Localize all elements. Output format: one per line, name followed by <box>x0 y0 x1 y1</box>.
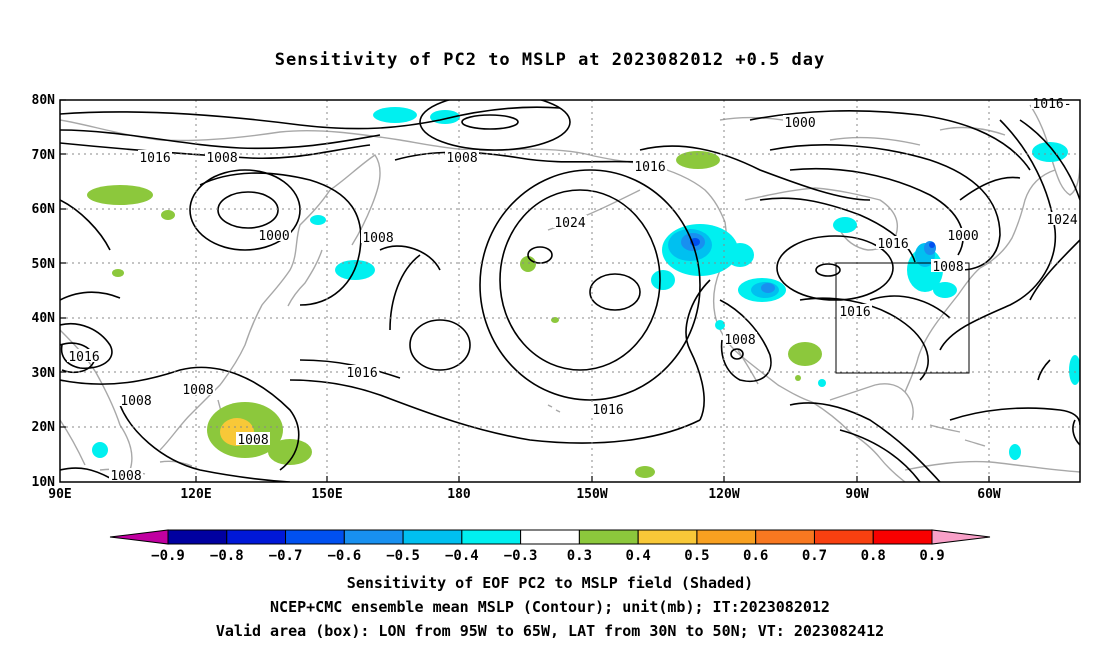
lon-label: 120W <box>708 487 739 502</box>
contour-label: 1000 <box>258 229 289 244</box>
contour-label: 1016 <box>839 305 870 320</box>
contour-label: 1008 <box>110 469 141 484</box>
contour-label-bg <box>553 215 587 228</box>
sensitivity-shading <box>87 107 1080 478</box>
contour-label: 1016 <box>877 237 908 252</box>
contour-label: 1000 <box>784 116 815 131</box>
contour-label-bg <box>345 365 379 378</box>
contour-label: 1016 <box>592 403 623 418</box>
lat-label: 80N <box>32 93 56 108</box>
contour-label: 1008 <box>206 151 237 166</box>
valid-area-box <box>835 262 970 374</box>
contour-label: 1008 <box>932 260 963 275</box>
lat-label: 70N <box>32 148 56 163</box>
lon-label: 150E <box>311 487 342 502</box>
lon-axis-labels: 90E 120E 150E 180 150W 120W 90W 60W <box>48 487 1001 502</box>
map-title: Sensitivity of PC2 to MSLP at 2023082012… <box>274 50 826 70</box>
lat-label: 30N <box>32 366 56 381</box>
contour-label-bg <box>181 382 215 395</box>
contour-label-bg <box>931 259 965 272</box>
contour-label-bg <box>138 150 172 163</box>
contour-label-bg <box>205 150 239 163</box>
contour-label-bg <box>838 304 872 317</box>
lon-label: 180 <box>447 487 471 502</box>
contour-label: 1016 <box>346 366 377 381</box>
contour-label: 1008 <box>362 231 393 246</box>
contour-label: 1024 <box>554 216 585 231</box>
contour-label-bg <box>257 228 291 241</box>
contour-label: 1000 <box>947 229 978 244</box>
contour-label-bg <box>723 332 757 345</box>
contour-label-bg <box>109 468 143 481</box>
contour-label-bg <box>946 228 980 241</box>
contour-label: 1016 <box>139 151 170 166</box>
lon-label: 90E <box>48 487 71 502</box>
lat-label: 50N <box>32 257 56 272</box>
caption-contour: NCEP+CMC ensemble mean MSLP (Contour); u… <box>270 598 830 616</box>
lat-axis-labels: 80N 70N 60N 50N 40N 30N 20N 10N <box>32 93 56 490</box>
contour-label-bg <box>119 393 153 406</box>
contour-label: 1008 <box>182 383 213 398</box>
contour-label-bg <box>361 230 395 243</box>
contour-label-bg <box>591 402 625 415</box>
contour-label-bg <box>876 236 910 249</box>
contour-label: 1008 <box>120 394 151 409</box>
contour-label-bg <box>236 432 270 445</box>
lon-label: 90W <box>845 487 869 502</box>
lat-label: 40N <box>32 311 56 326</box>
caption-shading: Sensitivity of EOF PC2 to MSLP field (Sh… <box>346 574 754 592</box>
lat-label: 20N <box>32 420 56 435</box>
lon-label: 60W <box>977 487 1001 502</box>
contour-label-bg <box>633 159 667 172</box>
contour-label: 1008 <box>446 151 477 166</box>
lat-label: 10N <box>32 475 56 490</box>
lon-label: 150W <box>576 487 607 502</box>
contour-label-bg <box>1045 212 1079 225</box>
contour-label-bg <box>67 349 101 362</box>
map-frame <box>59 99 1081 483</box>
contour-label: 1016 <box>68 350 99 365</box>
lat-label: 60N <box>32 202 56 217</box>
contour-label: 1016 <box>634 160 665 175</box>
contour-label: 1008 <box>724 333 755 348</box>
contour-label-bg <box>783 115 817 128</box>
contour-label-bg <box>445 150 479 163</box>
contour-label: 1008 <box>237 433 268 448</box>
tick-marks <box>60 99 990 482</box>
lon-label: 120E <box>180 487 211 502</box>
contour-label: 1024 <box>1046 213 1077 228</box>
caption-valid-area: Valid area (box): LON from 95W to 65W, L… <box>215 622 885 640</box>
